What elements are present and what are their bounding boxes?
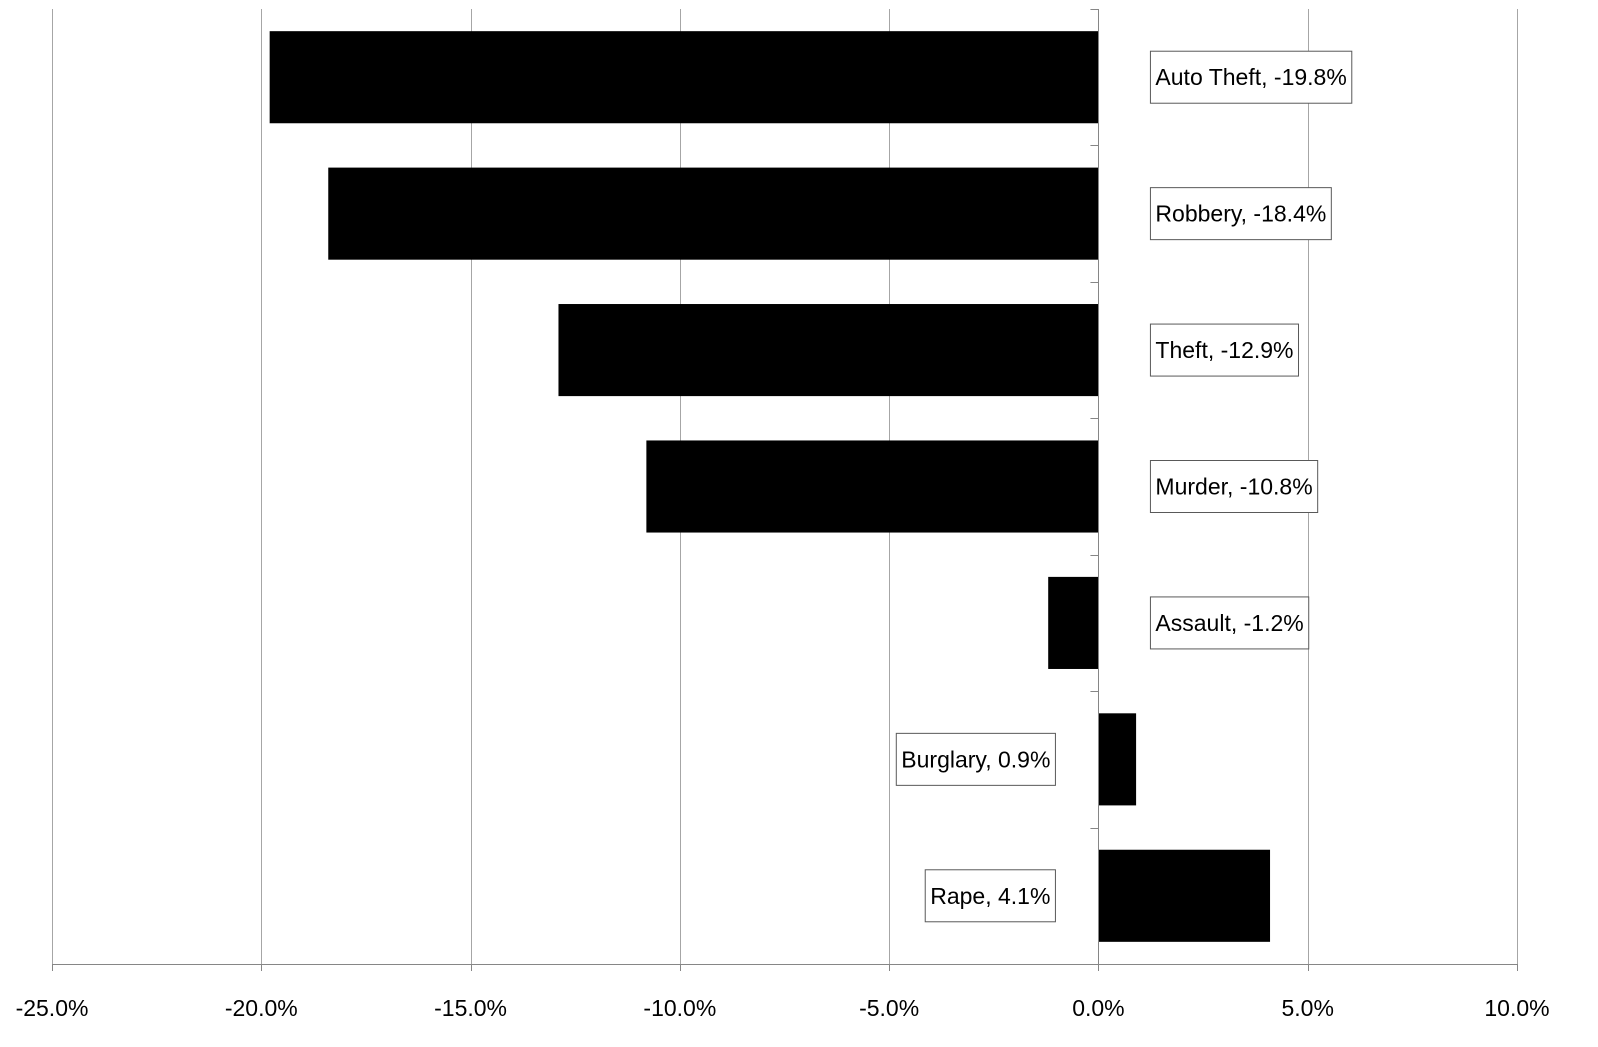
data-label-box: Robbery, -18.4% bbox=[1149, 187, 1332, 241]
data-label-frame bbox=[1149, 187, 1332, 241]
bar-murder bbox=[646, 440, 1099, 533]
data-label: Robbery, -18.4% bbox=[1155, 201, 1326, 227]
data-label-frame bbox=[1149, 50, 1353, 104]
x-tick-label: -15.0% bbox=[434, 995, 507, 1021]
data-label-box: Auto Theft, -19.8% bbox=[1149, 50, 1353, 104]
x-tick-label: -25.0% bbox=[16, 995, 89, 1021]
bar-assault bbox=[1048, 576, 1099, 669]
bar-rape bbox=[1098, 849, 1271, 942]
data-label: Assault, -1.2% bbox=[1155, 610, 1303, 636]
x-tick-label: -10.0% bbox=[643, 995, 716, 1021]
data-label: Rape, 4.1% bbox=[930, 883, 1050, 909]
data-label-frame bbox=[895, 732, 1056, 786]
bar-robbery bbox=[328, 167, 1099, 260]
data-label-box: Assault, -1.2% bbox=[1149, 596, 1310, 650]
data-label-frame bbox=[1149, 596, 1310, 650]
data-label: Theft, -12.9% bbox=[1155, 337, 1293, 363]
data-label-box: Burglary, 0.9% bbox=[895, 732, 1056, 786]
data-label: Auto Theft, -19.8% bbox=[1155, 64, 1346, 90]
data-label: Murder, -10.8% bbox=[1155, 474, 1312, 500]
data-labels: Auto Theft, -19.8% Robbery, -18.4% Theft, … bbox=[895, 50, 1353, 923]
bar-auto-theft bbox=[269, 31, 1099, 124]
x-tick-label: 10.0% bbox=[1484, 995, 1549, 1021]
data-label-frame bbox=[924, 869, 1056, 923]
x-tick-label: -5.0% bbox=[859, 995, 919, 1021]
data-label-box: Rape, 4.1% bbox=[924, 869, 1056, 923]
data-label-box: Murder, -10.8% bbox=[1149, 460, 1319, 513]
x-tick-label: 5.0% bbox=[1281, 995, 1333, 1021]
data-label-box: Theft, -12.9% bbox=[1149, 323, 1300, 377]
bars bbox=[269, 31, 1271, 942]
data-label-frame bbox=[1149, 323, 1300, 377]
x-tick-label: 0.0% bbox=[1072, 995, 1124, 1021]
bar-burglary bbox=[1098, 713, 1137, 806]
x-tick-label: -20.0% bbox=[225, 995, 298, 1021]
axes: -25.0% -20.0% -15.0% -10.0% -5.0% 0.0% 5.0% 10.… bbox=[16, 9, 1550, 1021]
data-label: Burglary, 0.9% bbox=[901, 746, 1050, 772]
data-label-frame bbox=[1149, 460, 1319, 513]
bar-theft bbox=[558, 304, 1099, 397]
